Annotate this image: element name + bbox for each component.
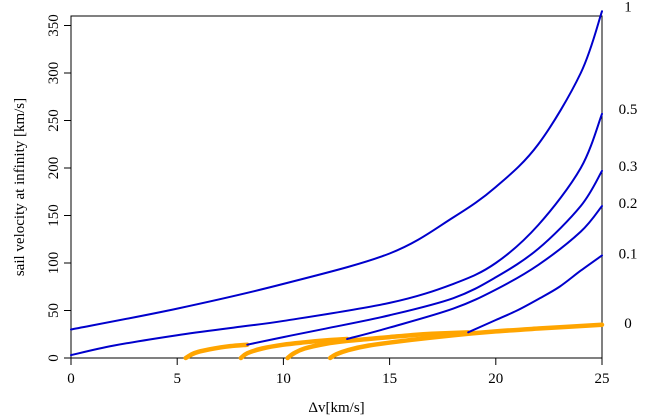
curve-label: 0.2 — [619, 196, 638, 212]
x-tick-label: 20 — [488, 371, 503, 387]
y-tick-label: 100 — [46, 252, 62, 275]
blue-curve — [70, 112, 603, 357]
plot-border — [70, 15, 603, 359]
plot-frame — [70, 15, 603, 359]
x-tick-label: 0 — [67, 371, 75, 387]
curve-label: 1 — [624, 0, 632, 16]
series-layer — [70, 10, 605, 361]
blue-curve — [467, 254, 603, 334]
x-tick-label: 5 — [173, 371, 181, 387]
y-tick-label: 50 — [46, 303, 62, 318]
orange-curve — [238, 336, 350, 361]
blue-curve — [246, 169, 603, 346]
x-axis-label: Δv[km/s] — [308, 400, 364, 416]
x-tick-label: 25 — [595, 371, 610, 387]
y-tick-label: 250 — [46, 109, 62, 132]
curve-label: 0.5 — [619, 102, 638, 118]
y-axis: 0 50 100 150 200 250 300 350 — [46, 14, 71, 362]
x-axis: 0 5 10 15 20 25 — [67, 358, 610, 387]
curve-labels: 1 0.5 0.3 0.2 0.1 0 — [619, 0, 638, 332]
y-tick-label: 350 — [46, 14, 62, 37]
orange-curve — [327, 322, 605, 361]
y-tick-label: 0 — [46, 354, 62, 362]
blue-curve — [70, 10, 603, 331]
curve-label: 0 — [624, 316, 632, 332]
blue-curve — [346, 205, 603, 340]
y-tick-label: 150 — [46, 204, 62, 227]
y-axis-label: sail velocity at infinity [km/s] — [12, 98, 28, 276]
y-tick-label: 200 — [46, 157, 62, 180]
x-tick-label: 15 — [382, 371, 397, 387]
curve-label: 0.1 — [619, 247, 638, 263]
orange-curve — [183, 342, 250, 361]
orange-curve — [285, 330, 471, 361]
y-tick-label: 300 — [46, 62, 62, 85]
curve-label: 0.3 — [619, 159, 638, 175]
x-tick-label: 10 — [276, 371, 291, 387]
